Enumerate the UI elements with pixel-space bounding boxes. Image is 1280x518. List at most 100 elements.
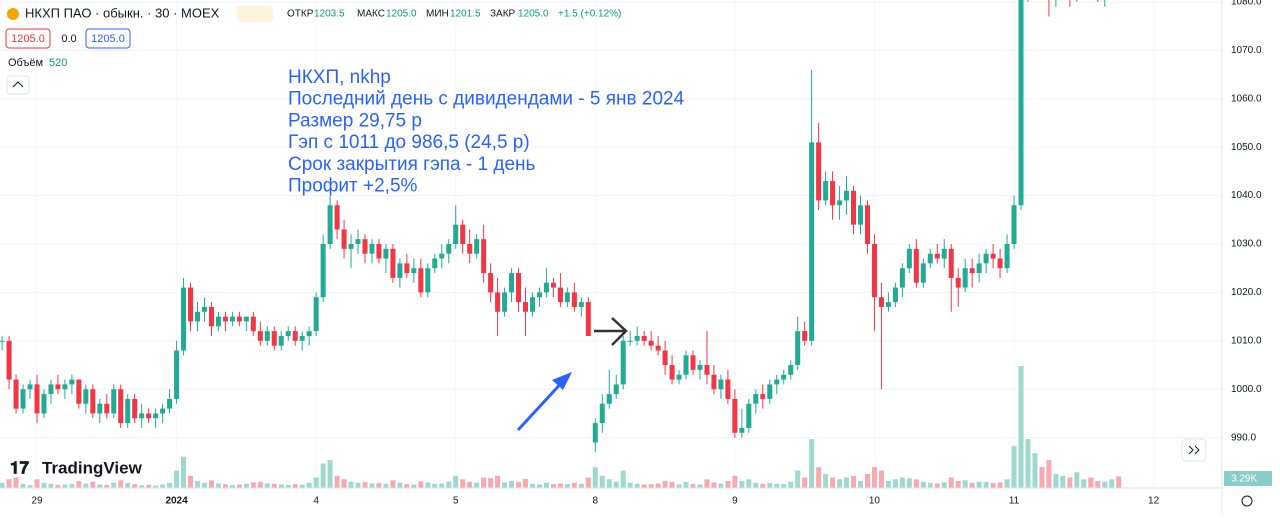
volume-bar <box>411 484 417 488</box>
sell-button[interactable] <box>5 28 51 49</box>
volume-value-label: 3.29K <box>1231 474 1257 485</box>
volume-bar <box>592 467 598 488</box>
volume-bar <box>892 479 898 488</box>
candle-body <box>648 340 654 346</box>
volume-bar <box>299 484 305 488</box>
volume-bar <box>655 483 661 488</box>
scroll-button[interactable] <box>1181 438 1207 462</box>
volume-bar <box>662 481 668 488</box>
volume-bar <box>55 484 61 488</box>
candle-body <box>153 413 159 419</box>
volume-bar <box>564 484 570 488</box>
volume-bar <box>844 477 850 488</box>
candle-body <box>1011 205 1017 244</box>
volume-bar <box>132 484 138 488</box>
candle-body <box>655 345 661 351</box>
volume-bar <box>774 483 780 488</box>
candle-body <box>522 302 529 312</box>
symbol[interactable]: НКХП ПАО · обыкн. · 30 · MOEX <box>25 5 220 20</box>
volume-bar <box>767 483 773 488</box>
candle-body <box>941 248 947 259</box>
volume-bar <box>0 482 5 488</box>
volume-bar <box>536 484 542 488</box>
volume-bar <box>502 482 508 488</box>
volume-bar <box>6 479 12 488</box>
volume-bar <box>83 483 89 488</box>
volume-bar <box>809 439 815 488</box>
volume-bar <box>704 479 710 488</box>
candle-body <box>823 181 829 201</box>
volume-bar <box>816 467 822 488</box>
volume-bar <box>648 484 654 488</box>
volume-bar <box>292 484 298 488</box>
candle-body <box>376 244 382 259</box>
volume-bar <box>837 479 843 488</box>
candle-body <box>229 316 235 322</box>
candle-body <box>613 384 619 395</box>
candle-body <box>1004 244 1010 269</box>
candle-body <box>481 239 487 274</box>
candle-body <box>355 239 361 244</box>
candle-body <box>934 253 940 259</box>
candle-body <box>160 408 166 414</box>
volume-bar <box>1067 477 1073 488</box>
volume-bar <box>174 470 180 488</box>
candle-body <box>20 389 26 409</box>
volume-bar <box>1039 467 1045 488</box>
candle-body <box>90 389 96 414</box>
candle-body <box>557 287 563 303</box>
candle-body <box>369 244 375 254</box>
candle-body <box>292 331 298 341</box>
volume-bar <box>934 483 940 488</box>
candle-body <box>83 389 89 404</box>
volume-bar <box>1081 479 1087 488</box>
candle-body <box>327 205 333 244</box>
collapse-button[interactable] <box>6 75 30 95</box>
volume-bar <box>250 482 256 488</box>
candle-body <box>174 350 180 399</box>
candle-body <box>725 379 731 399</box>
settings-icon[interactable] <box>1241 495 1253 507</box>
candle-body <box>495 292 501 312</box>
open: 1203.5 <box>314 9 345 20</box>
volume-value-box <box>1224 471 1272 486</box>
volume-bar <box>1095 481 1101 488</box>
candle-body <box>837 200 843 206</box>
volume-bar <box>467 481 473 488</box>
volume-bar <box>369 483 375 488</box>
y-tick-label: 990.0 <box>1231 432 1256 443</box>
volume-bar <box>732 475 738 488</box>
volume-bar <box>920 481 926 488</box>
x-tick-label: 5 <box>453 496 459 507</box>
volume-bar <box>795 470 801 488</box>
volume-bar <box>194 481 201 488</box>
candle-body <box>809 142 815 341</box>
volume-bar <box>697 484 703 488</box>
candle-body <box>167 398 173 409</box>
annotation-line: Профит +2,5% <box>288 176 418 197</box>
candle-body <box>781 374 787 380</box>
volume-bar <box>439 483 445 488</box>
volume-bar <box>453 475 459 488</box>
volume-bar <box>229 484 235 488</box>
sell-price[interactable]: 1205.0 <box>11 33 45 45</box>
candle-body <box>362 239 368 254</box>
buy-price[interactable]: 1205.0 <box>91 33 125 45</box>
volume-bar <box>522 478 529 488</box>
candle-body <box>690 355 696 370</box>
volume-bar <box>62 484 68 488</box>
candle-body <box>13 379 19 409</box>
volume-bar <box>188 475 194 488</box>
volume-bar <box>383 483 389 488</box>
candle-body <box>543 282 549 293</box>
volume-bar <box>543 482 549 488</box>
volume-bar <box>962 480 968 488</box>
volume-bar <box>613 481 619 488</box>
buy-button[interactable] <box>85 28 131 49</box>
volume-bar <box>871 467 877 488</box>
badges[interactable] <box>237 6 273 22</box>
y-tick-label: 1080.0 <box>1231 0 1262 8</box>
candle-body <box>920 263 926 283</box>
candle-body <box>6 340 12 380</box>
candle-body <box>1018 0 1024 206</box>
